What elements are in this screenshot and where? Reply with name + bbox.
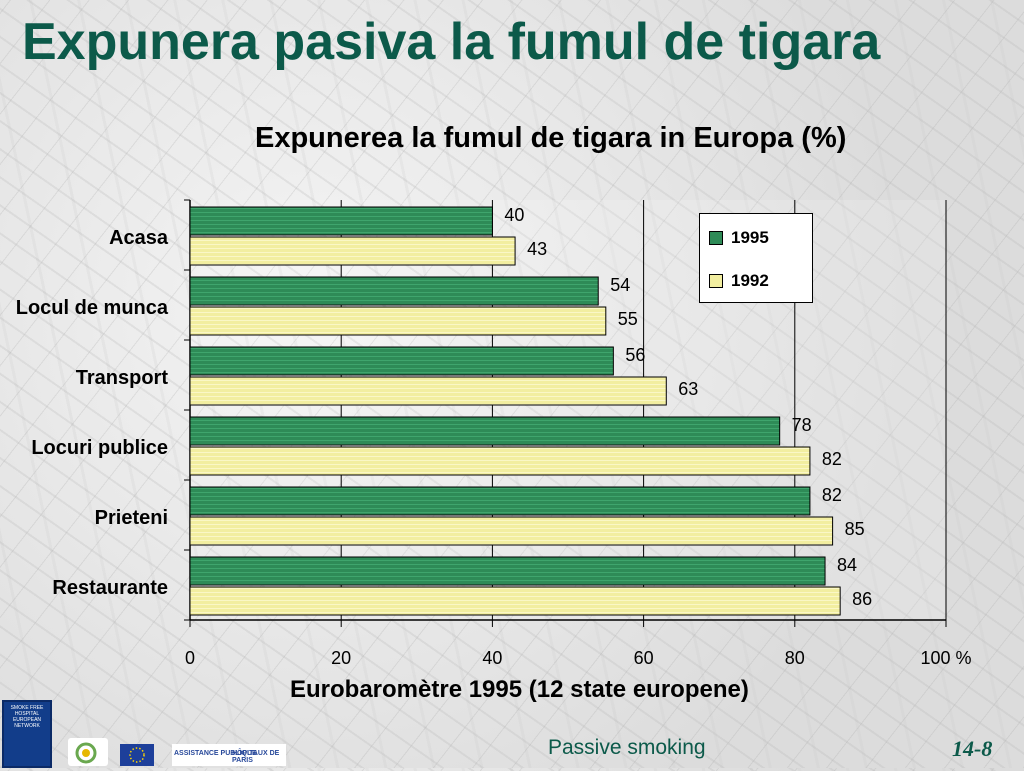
category-label: Prieteni	[95, 507, 168, 529]
x-tick-label: 60	[634, 648, 654, 668]
bar-1992-4	[189, 516, 834, 546]
x-tick-label: 0	[185, 648, 195, 668]
slide-title: Expunera pasiva la fumul de tigara	[22, 13, 881, 71]
category-label: Restaurante	[52, 577, 168, 599]
category-label: Locul de munca	[16, 297, 169, 319]
category-label: Transport	[76, 367, 169, 389]
data-label: 78	[792, 415, 812, 435]
x-tick-label: 100 %	[920, 648, 971, 668]
legend-item-1992: 1992	[709, 271, 769, 291]
bar-1992-0	[189, 236, 516, 266]
bar-1995-1	[189, 276, 599, 306]
bar-1992-2	[189, 376, 667, 406]
axes	[184, 199, 947, 627]
data-label: 54	[610, 275, 630, 295]
aphp-logo: ASSISTANCE PUBLIQUE HÔPITAUX DE PARIS	[172, 744, 286, 766]
data-label: 82	[822, 449, 842, 469]
data-label: 56	[625, 345, 645, 365]
bar-1995-3	[189, 416, 781, 446]
x-tick-label: 20	[331, 648, 351, 668]
grid-lines	[190, 200, 947, 620]
data-label: 86	[852, 589, 872, 609]
x-axis-title: Eurobaromètre 1995 (12 state europene)	[290, 676, 749, 703]
circle-logo	[68, 738, 108, 766]
data-label: 63	[678, 379, 698, 399]
legend: 1995 1992	[699, 213, 813, 303]
data-label: 85	[845, 519, 865, 539]
bar-1995-5	[189, 556, 826, 586]
legend-label-1992: 1992	[731, 271, 769, 290]
data-label: 84	[837, 555, 857, 575]
category-label: Locuri publice	[31, 437, 168, 459]
bar-1995-4	[189, 486, 811, 516]
bar-1992-3	[189, 446, 811, 476]
smoke-free-hospital-logo: SMOKE FREE HOSPITAL EUROPEAN NETWORK	[2, 700, 52, 768]
page-number: 14-8	[952, 736, 993, 761]
aphp-logo-left-text: ASSISTANCE PUBLIQUE	[174, 750, 257, 757]
data-label: 40	[504, 205, 524, 225]
chart-title: Expunerea la fumul de tigara in Europa (…	[255, 122, 847, 154]
data-label: 82	[822, 485, 842, 505]
category-label: Acasa	[109, 227, 169, 249]
bar-1992-5	[189, 586, 841, 616]
data-label: 55	[618, 309, 638, 329]
plot-area	[190, 200, 946, 620]
aphp-logo-right-text: HÔPITAUX DE PARIS	[232, 750, 280, 764]
footer-title: Passive smoking	[548, 736, 706, 759]
legend-swatch-1995	[709, 231, 723, 245]
bar-1995-0	[189, 206, 493, 236]
eu-flag-logo	[120, 744, 154, 766]
bars	[189, 206, 841, 616]
legend-label-1995: 1995	[731, 228, 769, 247]
bar-1992-1	[189, 306, 607, 336]
bar-1995-2	[189, 346, 614, 376]
smoke-free-hospital-logo-text: SMOKE FREE HOSPITAL EUROPEAN NETWORK	[10, 705, 44, 729]
x-tick-label: 40	[482, 648, 502, 668]
legend-item-1995: 1995	[709, 228, 769, 248]
x-tick-label: 80	[785, 648, 805, 668]
legend-swatch-1992	[709, 274, 723, 288]
data-label: 43	[527, 239, 547, 259]
